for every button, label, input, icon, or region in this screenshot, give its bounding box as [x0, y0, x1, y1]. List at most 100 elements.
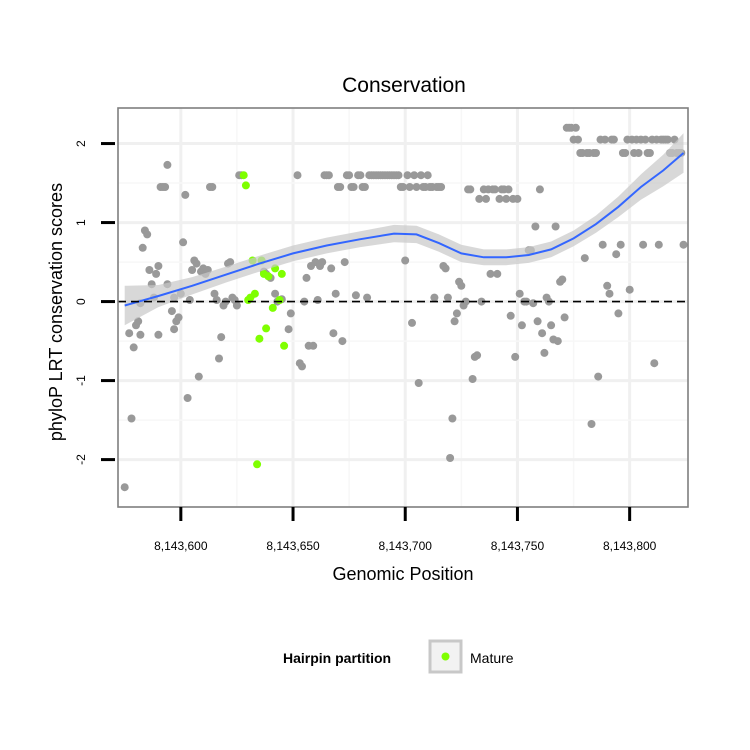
data-point-mature	[262, 324, 271, 333]
x-tick-label: 8,143,700	[379, 539, 433, 553]
legend-label-mature: Mature	[470, 650, 514, 666]
data-point-mature	[277, 269, 286, 278]
data-point	[120, 483, 129, 492]
data-point	[605, 289, 614, 298]
chart-title: Conservation	[342, 74, 466, 97]
data-point	[571, 123, 580, 132]
data-point	[598, 240, 607, 249]
data-point	[340, 258, 349, 267]
x-tick-label: 8,143,800	[603, 539, 657, 553]
data-point	[515, 289, 524, 298]
data-point	[580, 254, 589, 263]
data-point	[592, 149, 600, 157]
data-point	[154, 330, 163, 339]
data-point	[609, 135, 618, 144]
data-point	[138, 243, 147, 252]
data-point	[127, 414, 136, 423]
y-tick-label: 1	[74, 219, 88, 226]
data-point	[174, 313, 183, 322]
data-point	[181, 190, 190, 199]
data-point	[634, 149, 643, 157]
data-point	[185, 296, 194, 304]
data-point	[345, 171, 354, 180]
data-point-mature	[264, 272, 273, 281]
data-point	[167, 307, 176, 316]
data-point	[457, 281, 466, 290]
data-point	[641, 135, 650, 144]
data-point	[134, 317, 143, 326]
data-point-mature	[275, 296, 284, 304]
data-point-mature	[241, 181, 250, 190]
y-tick-label: 0	[74, 298, 88, 305]
data-point	[446, 454, 455, 462]
data-point	[513, 194, 522, 203]
data-point	[616, 240, 625, 249]
data-point	[473, 351, 482, 360]
data-point	[594, 372, 603, 381]
data-point	[603, 281, 612, 290]
data-point	[210, 289, 219, 298]
data-point-mature	[250, 289, 259, 298]
data-point	[535, 185, 544, 194]
data-point	[215, 354, 223, 363]
data-point	[309, 341, 318, 350]
data-point	[506, 311, 515, 320]
y-tick-label: -1	[74, 375, 88, 386]
data-point	[486, 269, 495, 278]
data-point	[324, 171, 333, 180]
legend-key-mature-point	[441, 652, 450, 661]
data-point	[212, 296, 221, 304]
data-point-mature	[268, 303, 277, 312]
data-point	[302, 273, 311, 282]
data-point	[502, 194, 511, 203]
data-point	[217, 333, 226, 342]
smooth-trend-line	[124, 152, 685, 307]
data-point	[553, 337, 562, 346]
data-point	[560, 313, 569, 322]
data-point	[405, 183, 414, 191]
x-tick-label: 8,143,750	[491, 539, 545, 553]
data-point	[208, 183, 217, 191]
data-point	[477, 297, 486, 306]
data-point	[318, 258, 327, 267]
data-point	[293, 171, 302, 180]
data-point	[163, 160, 172, 169]
data-point	[313, 296, 322, 304]
data-point	[338, 337, 347, 346]
data-point	[331, 289, 340, 298]
data-point	[452, 309, 461, 318]
data-point	[645, 149, 654, 157]
data-point-mature	[255, 334, 264, 343]
data-point	[363, 293, 372, 302]
data-point	[437, 183, 446, 191]
data-point	[482, 194, 490, 203]
data-point	[621, 149, 630, 157]
data-point	[360, 183, 369, 191]
data-point	[286, 309, 295, 318]
data-point	[538, 329, 547, 338]
plot-panel: 8,143,600 8,143,650 8,143,700 8,143,750 8,14…	[74, 107, 689, 553]
data-point	[511, 352, 520, 361]
data-point	[558, 275, 567, 284]
data-point	[394, 171, 403, 180]
data-point	[194, 372, 203, 381]
legend-title: Hairpin partition	[283, 650, 391, 666]
data-point	[336, 183, 345, 191]
data-point	[188, 266, 197, 274]
data-point	[614, 309, 623, 318]
data-point	[574, 135, 582, 144]
data-point	[654, 240, 663, 249]
data-point	[443, 293, 452, 302]
x-tick-label: 8,143,600	[154, 539, 208, 553]
data-point	[491, 185, 499, 194]
data-point	[650, 359, 659, 368]
data-point	[129, 343, 138, 352]
data-point	[493, 269, 502, 278]
data-point	[551, 222, 560, 231]
y-tick-label: -2	[74, 454, 88, 465]
data-point	[441, 264, 450, 273]
data-point	[540, 348, 549, 357]
data-point	[192, 259, 201, 268]
data-point	[349, 183, 358, 191]
